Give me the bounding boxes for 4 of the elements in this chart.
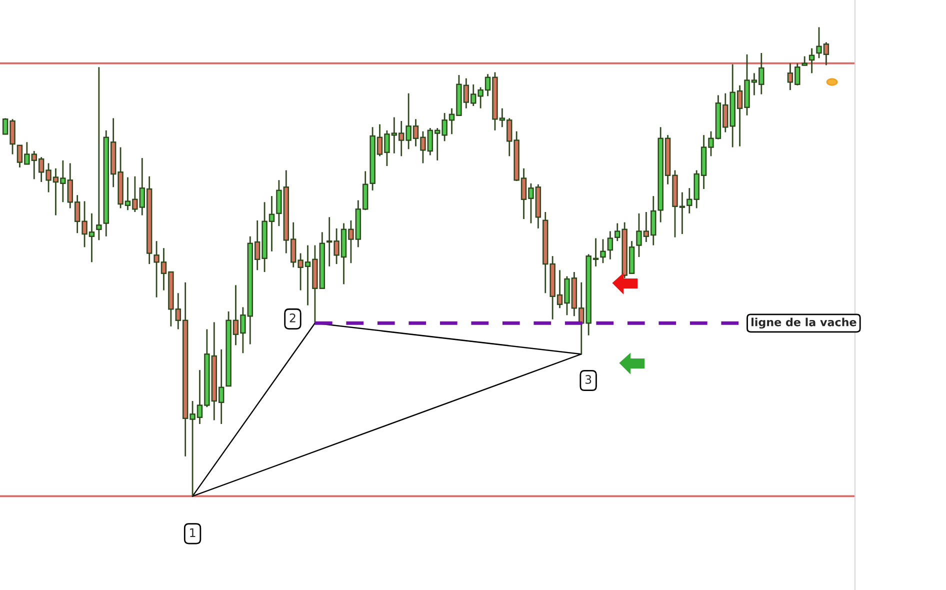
annotation: 3	[585, 374, 592, 384]
text: 1	[190, 528, 196, 537]
series-label: ligne de la vache	[752, 318, 856, 329]
annotation: 2	[290, 313, 296, 322]
